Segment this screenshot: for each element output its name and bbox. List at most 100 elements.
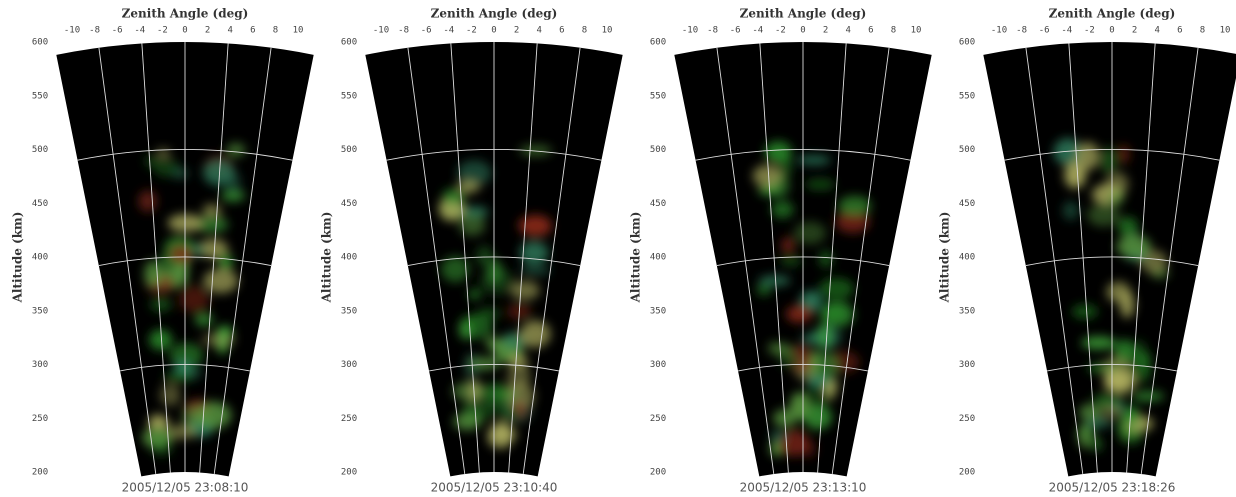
x-tick-label: 8	[582, 26, 587, 36]
echo-blob	[1078, 423, 1093, 448]
echo-blob	[819, 278, 855, 300]
echo-blob	[801, 439, 816, 458]
echo-blob	[1118, 217, 1138, 236]
echo-blob	[1079, 404, 1102, 421]
x-tick-label: -4	[1061, 26, 1072, 36]
echo-blob	[217, 325, 234, 337]
y-tick-label: 600	[32, 38, 48, 48]
echo-blob	[805, 179, 835, 191]
echo-blob	[771, 201, 794, 219]
x-tick-label: 6	[1177, 26, 1182, 36]
echo-blob	[1132, 391, 1165, 402]
x-tick-label: 0	[182, 26, 187, 36]
y-tick-label: 350	[32, 306, 48, 316]
y-tick-label: 450	[959, 199, 975, 209]
echo-blob	[1104, 372, 1130, 392]
echo-blob	[164, 372, 194, 382]
x-tick-label: 6	[868, 26, 873, 36]
echo-blob	[1098, 396, 1113, 409]
echo-blob	[753, 165, 782, 187]
echo-blob	[520, 320, 550, 347]
echo-blob	[1076, 142, 1099, 170]
echo-blob	[809, 350, 821, 365]
echo-blob	[781, 237, 795, 254]
x-tick-label: -2	[1084, 26, 1095, 36]
y-tick-label: 450	[32, 199, 48, 209]
y-tick-label: 250	[959, 414, 975, 424]
y-tick-label: 300	[650, 360, 666, 370]
x-axis-title: Zenith Angle (deg)	[431, 7, 558, 21]
echo-blob	[1081, 336, 1116, 349]
echo-blob	[510, 281, 539, 300]
echo-blob	[797, 155, 831, 165]
y-tick-label: 550	[959, 91, 975, 101]
y-axis-title: Altitude (km)	[629, 212, 643, 304]
figure: Zenith Angle (deg) Altitude (km) 2005/12/0…	[0, 0, 1236, 497]
y-tick-label: 300	[341, 360, 357, 370]
echo-blob	[1063, 201, 1079, 220]
x-axis-title: Zenith Angle (deg)	[740, 7, 867, 21]
y-tick-label: 550	[650, 91, 666, 101]
echo-blob	[1087, 204, 1120, 227]
y-axis-title: Altitude (km)	[938, 212, 952, 304]
echo-blob	[226, 143, 245, 157]
echo-blob	[480, 382, 511, 407]
echo-blob	[487, 259, 501, 284]
timestamp: 2005/12/05 23:13:10	[740, 481, 867, 495]
x-tick-label: -10	[64, 26, 80, 36]
echo-blob	[819, 250, 833, 267]
x-tick-label: 8	[891, 26, 896, 36]
x-tick-label: 10	[911, 26, 922, 36]
y-tick-label: 450	[341, 199, 357, 209]
y-tick-label: 300	[959, 360, 975, 370]
x-tick-label: 4	[227, 26, 232, 36]
timestamp: 2005/12/05 23:10:40	[431, 481, 558, 495]
panel: Zenith Angle (deg)Altitude (km)2005/12/0…	[11, 7, 314, 495]
echo-blob	[1100, 147, 1117, 174]
x-tick-label: 0	[491, 26, 496, 36]
echo-blob	[768, 342, 784, 355]
echo-blob	[786, 305, 812, 322]
echo-blob	[756, 284, 771, 296]
panel: Zenith Angle (deg) Altitude (km) 2005/12/0…	[629, 7, 932, 495]
echo-blob	[144, 261, 162, 288]
y-tick-label: 450	[650, 199, 666, 209]
y-axis-title: Altitude (km)	[11, 212, 25, 304]
y-tick-label: 600	[959, 38, 975, 48]
echo-blob	[823, 381, 836, 399]
x-tick-label: 0	[800, 26, 805, 36]
echo-blob	[820, 301, 854, 328]
y-tick-label: 400	[650, 253, 666, 263]
x-tick-label: 6	[559, 26, 564, 36]
x-tick-label: 2	[205, 26, 210, 36]
y-tick-label: 250	[650, 414, 666, 424]
x-tick-label: -8	[1016, 26, 1027, 36]
y-tick-label: 200	[32, 468, 48, 478]
y-tick-label: 550	[32, 91, 48, 101]
echo-blob	[168, 214, 204, 232]
x-tick-label: 10	[602, 26, 613, 36]
x-tick-label: 4	[1154, 26, 1159, 36]
x-tick-label: -4	[134, 26, 145, 36]
y-tick-label: 200	[341, 468, 357, 478]
y-tick-label: 600	[341, 38, 357, 48]
y-tick-label: 400	[959, 253, 975, 263]
echo-blob	[175, 262, 188, 276]
x-tick-label: 2	[514, 26, 519, 36]
y-tick-label: 550	[341, 91, 357, 101]
y-tick-label: 200	[959, 468, 975, 478]
echo-blob	[492, 421, 512, 442]
echo-blob	[160, 384, 181, 407]
echo-blob	[497, 404, 518, 420]
x-tick-label: 0	[1109, 26, 1114, 36]
y-axis-title: Altitude (km)	[320, 212, 334, 304]
echo-blob	[145, 155, 159, 167]
panel: Zenith Angle (deg)Altitude (km)2005/12/0…	[938, 7, 1236, 495]
echo-blob	[770, 431, 786, 442]
echo-blob	[202, 204, 221, 218]
echo-blob	[1072, 304, 1098, 318]
x-tick-label: -6	[421, 26, 432, 36]
x-tick-label: -2	[157, 26, 168, 36]
y-tick-label: 500	[341, 145, 357, 155]
echo-blob	[1106, 172, 1129, 195]
